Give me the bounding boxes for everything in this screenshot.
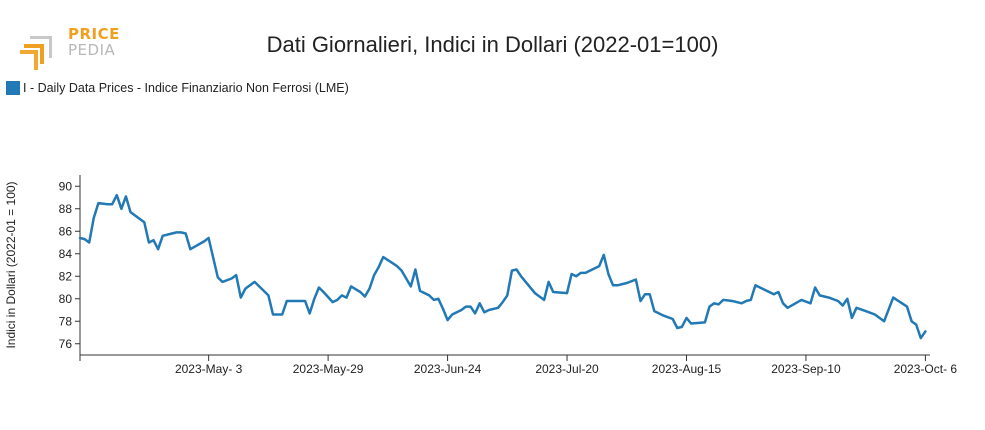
- y-tick-label: 88: [59, 202, 73, 216]
- pricepedia-logo: PRICE PEDIA: [18, 22, 128, 72]
- y-tick-label: 90: [59, 179, 73, 193]
- x-tick-label: 2023-May- 3: [175, 362, 243, 376]
- y-tick-label: 76: [59, 337, 73, 351]
- chart-title: Dati Giornalieri, Indici in Dollari (202…: [266, 32, 719, 57]
- y-tick-label: 84: [59, 247, 73, 261]
- x-tick-label: 2023-Jun-24: [414, 362, 482, 376]
- x-tick-label: 2023-May-29: [293, 362, 364, 376]
- legend-label: I - Daily Data Prices - Indice Finanziar…: [23, 81, 349, 95]
- y-tick-label: 86: [59, 224, 73, 238]
- series-line: [78, 193, 927, 340]
- y-tick-label: 80: [59, 292, 73, 306]
- logo-text-pedia: PEDIA: [68, 41, 116, 59]
- logo-text-price: PRICE: [68, 25, 120, 43]
- y-tick-label: 82: [59, 269, 73, 283]
- x-tick-label: 2023-Jul-20: [535, 362, 599, 376]
- x-axis: 2023-May- 3 2023-May-29 2023-Jun-24 2023-Ju…: [79, 354, 958, 376]
- x-tick-label: 2023-Sep-10: [771, 362, 841, 376]
- logo-mark-icon: [20, 36, 52, 70]
- legend-swatch: [6, 81, 20, 95]
- legend[interactable]: I - Daily Data Prices - Indice Finanziar…: [6, 81, 349, 95]
- series-group: [78, 193, 927, 340]
- y-axis: 76 78 80 82 84 86 88 90: [59, 175, 81, 355]
- x-tick-label: 2023-Oct- 6: [894, 362, 958, 376]
- y-tick-label: 78: [59, 314, 73, 328]
- x-tick-label: 2023-Aug-15: [652, 362, 722, 376]
- y-axis-label: Indici in Dollari (2022-01 = 100): [4, 181, 18, 348]
